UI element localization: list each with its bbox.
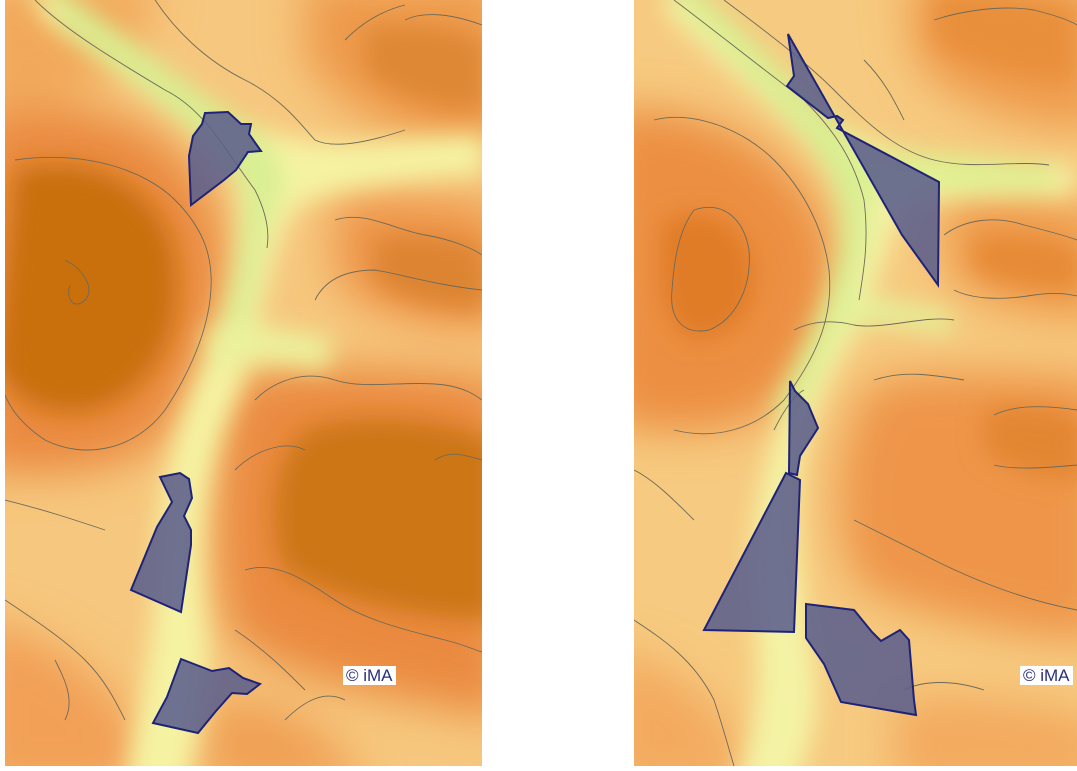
boundary-polygon — [787, 380, 820, 477]
left-terrain — [5, 0, 482, 766]
boundary-polygon — [785, 33, 941, 289]
right-map: © iMA — [634, 0, 1077, 766]
contour-lines — [634, 0, 1077, 766]
contour-lines — [5, 0, 482, 721]
right-terrain — [634, 0, 1077, 766]
boundary-polygon — [129, 471, 194, 614]
copyright-label: © iMA — [1020, 666, 1073, 685]
boundary-polygon — [702, 471, 802, 634]
left-map: © iMA — [5, 0, 482, 766]
boundary-polygon — [805, 602, 918, 717]
boundary-polygon — [151, 657, 263, 735]
boundary-polygon — [187, 110, 263, 207]
copyright-label: © iMA — [343, 666, 396, 685]
